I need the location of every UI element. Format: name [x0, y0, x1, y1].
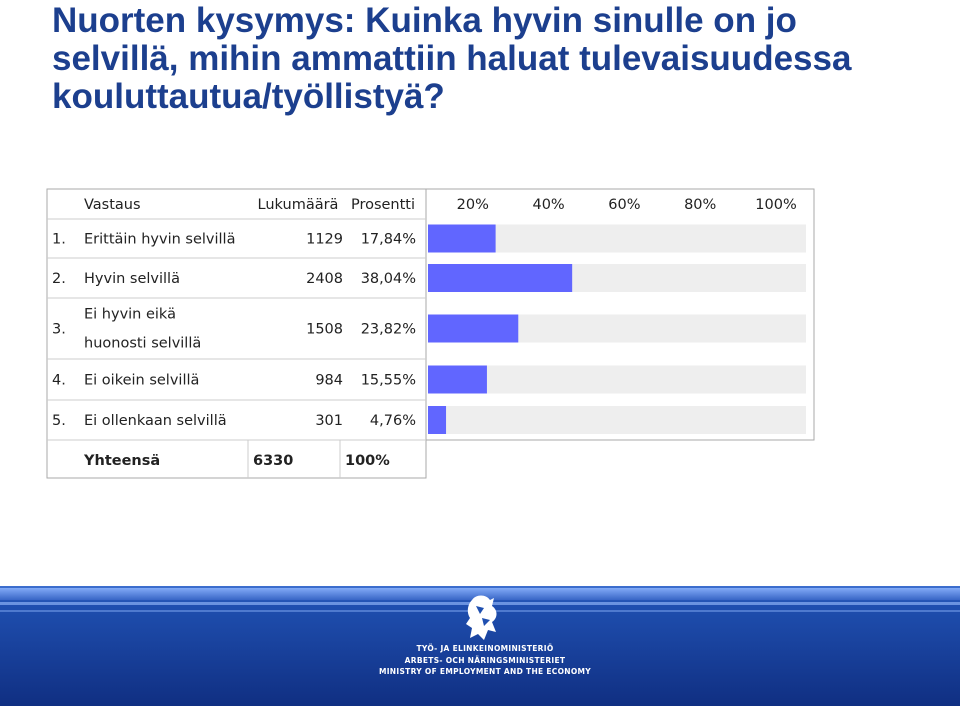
- x-tick-label: 100%: [755, 197, 796, 213]
- ministry-footer: TYÖ- JA ELINKEINOMINISTERIÖ ARBETS- OCH …: [0, 586, 960, 706]
- lion-emblem-icon: [466, 595, 497, 640]
- total-label: Yhteensä: [83, 453, 160, 469]
- percent-value: 4,76%: [370, 413, 416, 429]
- row-number: 5.: [52, 413, 66, 429]
- ministry-name-en: MINISTRY OF EMPLOYMENT AND THE ECONOMY: [378, 667, 592, 676]
- header-answer: Vastaus: [84, 197, 141, 213]
- x-tick-label: 40%: [532, 197, 564, 213]
- percent-value: 15,55%: [361, 373, 416, 389]
- x-tick-label: 80%: [684, 197, 716, 213]
- bar-track: [428, 365, 806, 394]
- category-label: Ei hyvin eikä: [84, 307, 176, 323]
- page-title: Nuorten kysymys: Kuinka hyvin sinulle on…: [52, 2, 942, 116]
- bar: [428, 365, 487, 394]
- footer-banner: [0, 586, 960, 706]
- bar: [428, 406, 447, 434]
- count-value: 984: [315, 373, 343, 389]
- row-number: 4.: [52, 373, 66, 389]
- chart-rows: [428, 224, 806, 434]
- x-tick-label: 20%: [457, 197, 489, 213]
- category-label: Hyvin selvillä: [84, 271, 180, 287]
- percent-value: 17,84%: [361, 232, 416, 248]
- total-percent: 100%: [345, 453, 390, 469]
- category-label: Ei ollenkaan selvillä: [84, 413, 227, 429]
- count-value: 1508: [306, 322, 343, 338]
- chart-text: Vastaus Lukumäärä Prosentti 20% 40% 60% 80% 100…: [52, 197, 797, 469]
- total-count: 6330: [253, 453, 293, 469]
- x-tick-label: 60%: [608, 197, 640, 213]
- bar: [428, 224, 496, 253]
- table-outline: [46, 188, 427, 479]
- percent-value: 23,82%: [361, 322, 416, 338]
- bar: [428, 314, 519, 343]
- bar-track: [428, 406, 806, 434]
- count-value: 301: [315, 413, 343, 429]
- header-percent: Prosentti: [351, 197, 415, 213]
- ministry-name-fi: TYÖ- JA ELINKEINOMINISTERIÖ: [416, 644, 554, 653]
- count-value: 1129: [306, 232, 343, 248]
- count-value: 2408: [306, 271, 343, 287]
- header-count: Lukumäärä: [258, 197, 339, 213]
- title-line: selvillä, mihin ammattiin haluat tulevai…: [52, 39, 852, 78]
- title-line: Nuorten kysymys: Kuinka hyvin sinulle on…: [52, 1, 797, 40]
- category-label: Ei oikein selvillä: [84, 373, 199, 389]
- row-number: 2.: [52, 271, 66, 287]
- percent-value: 38,04%: [361, 271, 416, 287]
- category-label: Erittäin hyvin selvillä: [84, 232, 235, 248]
- title-line: kouluttautua/työllistyä?: [52, 77, 445, 116]
- ministry-name-sv: ARBETS- OCH NÄRINGSMINISTERIET: [404, 656, 566, 665]
- bar: [428, 264, 573, 292]
- row-number: 3.: [52, 322, 66, 338]
- category-label: huonosti selvillä: [84, 336, 201, 352]
- row-number: 1.: [52, 232, 66, 248]
